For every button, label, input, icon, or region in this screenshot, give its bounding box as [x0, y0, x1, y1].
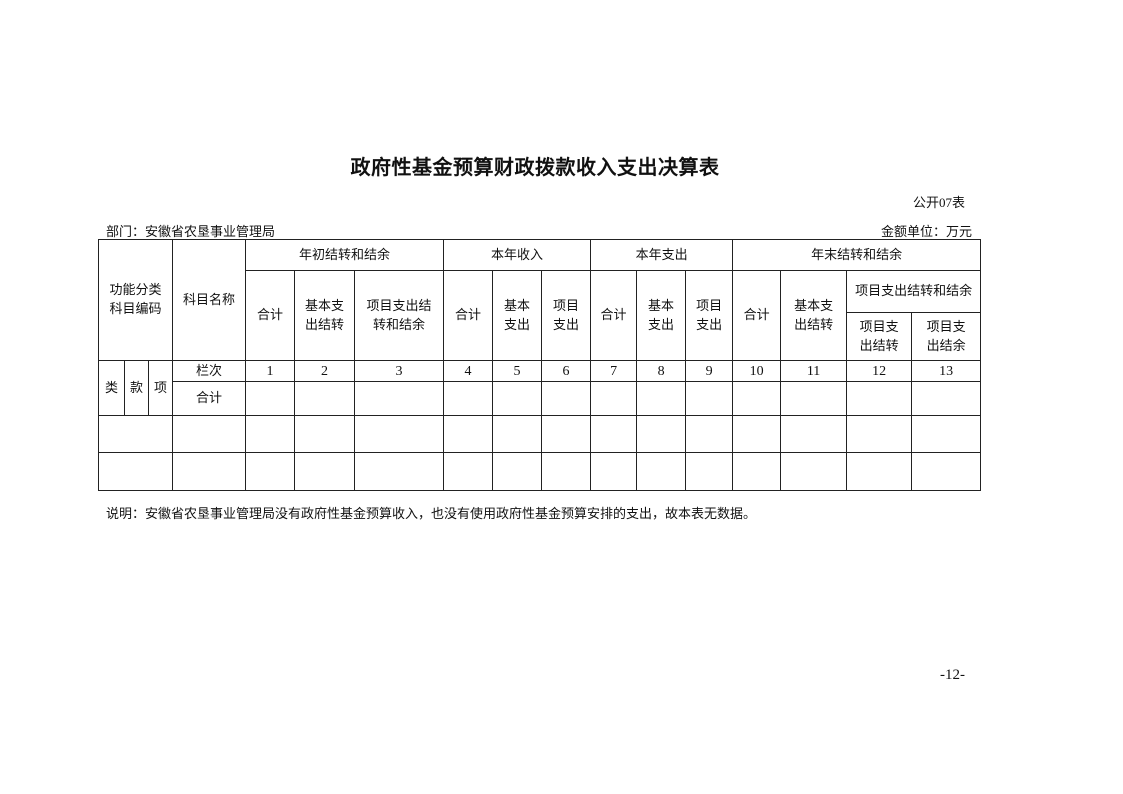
header-row-2: 合计 基本支出结转 项目支出结转和结余 合计 基本支出 项目支出 合计 基本支出…	[99, 270, 982, 361]
table-cell	[172, 452, 247, 491]
table-cell	[541, 381, 592, 416]
column-number: 13	[911, 360, 982, 382]
table-cell	[732, 415, 782, 453]
group-income: 本年收入	[443, 239, 592, 271]
total-row: 合计	[99, 381, 982, 416]
table-cell	[732, 381, 782, 416]
table-cell	[846, 415, 913, 453]
sub-header: 基本支出结转	[780, 270, 848, 361]
table-cell	[541, 415, 592, 453]
table-cell	[443, 415, 494, 453]
header-row-1: 功能分类科目编码 科目名称 年初结转和结余 本年收入 本年支出 年末结转和结余	[97, 239, 982, 361]
sub-header: 基本支出	[492, 270, 543, 361]
table-row	[97, 452, 982, 491]
header-row-3: 项目支出结转 项目支出结余	[99, 312, 982, 361]
table-cell	[443, 381, 494, 416]
column-number: 3	[354, 360, 445, 382]
table-cell	[732, 452, 782, 491]
table-cell	[780, 452, 848, 491]
column-number: 8	[636, 360, 687, 382]
table-cell	[172, 415, 247, 453]
department-label: 部门：安徽省农垦事业管理局	[106, 225, 276, 240]
table-cell	[294, 381, 356, 416]
column-number: 9	[685, 360, 734, 382]
table-cell	[354, 381, 445, 416]
column-number: 2	[294, 360, 356, 382]
table-cell	[846, 452, 913, 491]
table-cell	[780, 415, 848, 453]
column-number: 11	[780, 360, 848, 382]
table-cell	[294, 452, 356, 491]
sub-header: 合计	[245, 270, 296, 361]
sub-header: 合计	[732, 270, 782, 361]
table-cell	[911, 381, 982, 416]
code-part: 类	[98, 360, 125, 416]
sub-header: 合计	[443, 270, 494, 361]
budget-table: 功能分类科目编码 科目名称 年初结转和结余 本年收入 本年支出 年末结转和结余 …	[97, 239, 982, 491]
sub-header: 基本支出	[636, 270, 687, 361]
table-cell	[636, 415, 687, 453]
column-number: 10	[732, 360, 782, 382]
group-end: 年末结转和结余	[732, 239, 982, 271]
table-cell	[492, 452, 543, 491]
column-index-label: 栏次	[172, 360, 247, 382]
table-cell	[590, 415, 638, 453]
sub-header: 基本支出结转	[294, 270, 356, 361]
table-cell	[541, 452, 592, 491]
table-cell	[685, 452, 734, 491]
column-number: 4	[443, 360, 494, 382]
table-cell	[354, 415, 445, 453]
page-number: -12-	[940, 667, 965, 683]
table-cell	[911, 415, 982, 453]
sub-header: 合计	[590, 270, 638, 361]
sub-header: 项目支出结转	[846, 312, 913, 361]
column-number: 6	[541, 360, 592, 382]
table-cell	[294, 415, 356, 453]
table-cell	[492, 381, 543, 416]
table-cell	[590, 452, 638, 491]
table-cell	[443, 452, 494, 491]
table-cell	[846, 381, 913, 416]
column-number: 5	[492, 360, 543, 382]
table-cell	[245, 415, 296, 453]
table-cell	[354, 452, 445, 491]
table-cell	[636, 452, 687, 491]
column-number: 1	[245, 360, 296, 382]
column-number: 7	[590, 360, 638, 382]
table-cell	[636, 381, 687, 416]
sub-header: 项目支出结转和结余	[354, 270, 445, 361]
table-note: 说明：安徽省农垦事业管理局没有政府性基金预算收入，也没有使用政府性基金预算安排的…	[106, 507, 757, 522]
group-expense: 本年支出	[590, 239, 734, 271]
table-cell	[245, 381, 296, 416]
code-header: 功能分类科目编码	[97, 239, 174, 361]
table-cell	[97, 452, 174, 491]
table-cell	[97, 415, 174, 453]
table-cell	[685, 381, 734, 416]
sub-header: 项目支出结转和结余	[846, 270, 982, 313]
table-cell	[492, 415, 543, 453]
page-title: 政府性基金预算财政拨款收入支出决算表	[350, 155, 720, 179]
sub-header: 项目支出	[541, 270, 592, 361]
table-cell	[911, 452, 982, 491]
table-cell	[780, 381, 848, 416]
table-cell	[590, 381, 638, 416]
code-part: 款	[124, 360, 149, 416]
unit-label: 金额单位：万元	[880, 225, 972, 240]
table-row	[97, 415, 982, 453]
name-header: 科目名称	[172, 239, 247, 361]
group-begin: 年初结转和结余	[245, 239, 445, 271]
column-index-row: 类 款 项 栏次 1 2 3 4 5 6 7 8 9 10 11 12 13	[98, 360, 982, 416]
code-part: 项	[147, 360, 174, 416]
column-number: 12	[846, 360, 913, 382]
table-cell	[245, 452, 296, 491]
table-cell	[685, 415, 734, 453]
total-label: 合计	[172, 381, 247, 416]
sub-header: 项目支出	[685, 270, 734, 361]
form-number: 公开07表	[912, 195, 965, 210]
sub-header: 项目支出结余	[911, 312, 982, 361]
